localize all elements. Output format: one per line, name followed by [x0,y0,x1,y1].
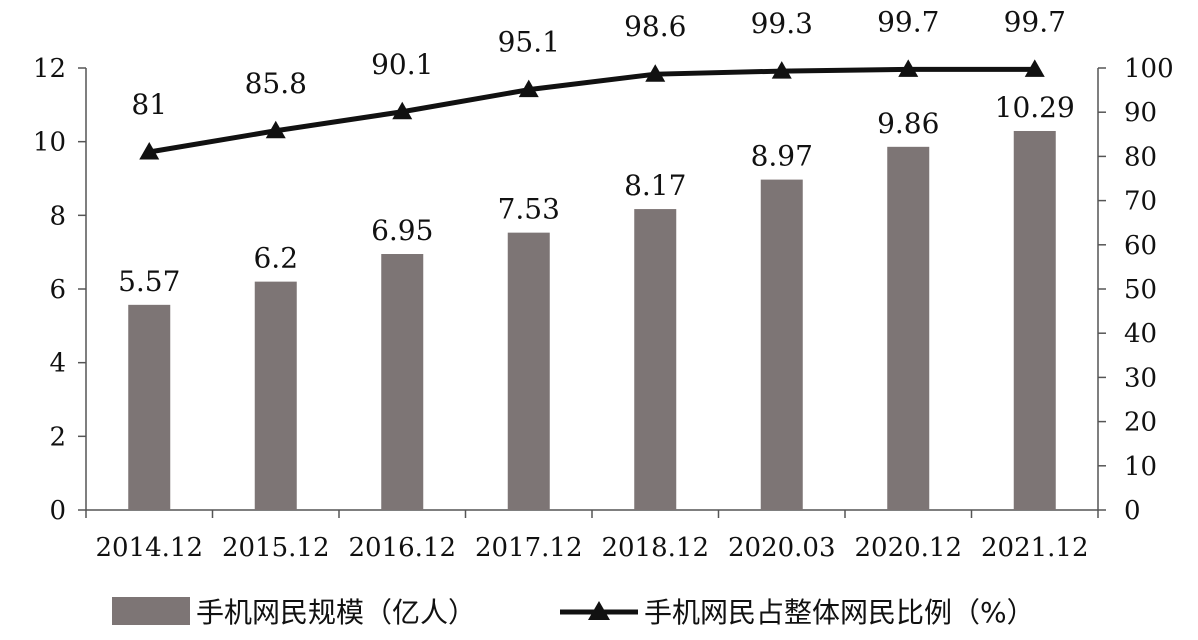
x-tick-label: 2018.12 [601,533,709,563]
bar [254,281,297,510]
y-right-tick-label: 10 [1124,452,1157,482]
line-marker-triangle [898,59,919,77]
legend-swatch-bar [112,597,190,625]
bar-series [128,130,1056,511]
line-marker-triangle [265,120,286,139]
line-data-label: 81 [131,88,167,121]
line-labels: 81 85.8 90.1 95.1 98.6 99.3 99.7 99.7 [131,5,1065,121]
bar [760,179,803,511]
bar-data-label: 9.86 [877,107,939,140]
y-left-tick-label: 0 [49,496,66,526]
y-left-tick-label: 6 [49,275,66,305]
line-data-label: 99.3 [751,7,813,40]
y-right-tick-label: 20 [1124,408,1157,438]
x-tick-label: 2020.12 [854,533,962,563]
bar-data-label: 8.97 [751,140,813,173]
y-left-tick-label: 2 [49,422,66,452]
y-right-tick-label: 100 [1124,54,1174,84]
line-path [148,66,1035,155]
y-left-tick-label: 8 [49,201,66,231]
x-tick-label: 2021.12 [981,533,1089,563]
legend-label-line: 手机网民占整体网民比例（%） [644,596,1035,629]
x-tick-label: 2015.12 [222,533,330,563]
line-data-label: 95.1 [498,26,560,59]
line-marker-triangle [518,79,539,98]
y-right-tick-label: 60 [1124,231,1157,261]
line-marker-triangle [392,101,413,120]
y-left-tick-label: 12 [33,54,66,84]
line-data-label: 98.6 [624,10,686,43]
y-right-tick-label: 40 [1124,319,1157,349]
bar [128,304,171,510]
y-right-tick-label: 0 [1124,496,1141,526]
y-right-tick-label: 70 [1124,187,1157,217]
y-right-tick-label: 90 [1124,98,1157,128]
legend-label-bar: 手机网民规模（亿人） [196,596,476,629]
bar-data-label: 6.95 [371,214,433,247]
axes-group: 0 2 4 6 8 10 12 0 10 20 30 40 50 60 70 80 90 100 2014.12 20… [33,54,1174,563]
y-right-tick-label: 50 [1124,275,1157,305]
x-tick-label: 2016.12 [348,533,456,563]
line-marker-triangle [771,61,792,79]
bar-data-label: 5.57 [118,265,180,298]
line-series [139,59,1045,160]
legend: 手机网民规模（亿人） 手机网民占整体网民比例（%） [112,596,1035,629]
y-left-tick-label: 10 [33,128,66,158]
line-data-label: 99.7 [877,5,939,38]
line-data-label: 85.8 [245,67,307,100]
x-tick-label: 2014.12 [95,533,203,563]
bar-labels: 5.57 6.2 6.95 7.53 8.17 8.97 9.86 10.29 [118,91,1075,298]
y-left-tick-label: 4 [49,349,66,379]
bar-data-label: 6.2 [253,242,298,275]
line-data-label: 99.7 [1004,5,1066,38]
legend-marker-triangle [588,601,610,620]
line-marker-triangle [139,141,160,160]
line-data-label: 90.1 [371,48,433,81]
x-tick-label: 2017.12 [475,533,583,563]
bar-data-label: 8.17 [624,169,686,202]
bar [381,254,424,510]
bar [887,146,930,510]
y-right-tick-label: 30 [1124,363,1157,393]
line-marker-triangle [1024,59,1045,77]
bar-data-label: 10.29 [995,91,1075,124]
line-marker-triangle [645,64,666,82]
bar [634,209,677,511]
bar-data-label: 7.53 [498,193,560,226]
y-right-tick-label: 80 [1124,142,1157,172]
x-tick-label: 2020.03 [728,533,836,563]
bar [507,232,550,510]
bar [1013,130,1056,511]
